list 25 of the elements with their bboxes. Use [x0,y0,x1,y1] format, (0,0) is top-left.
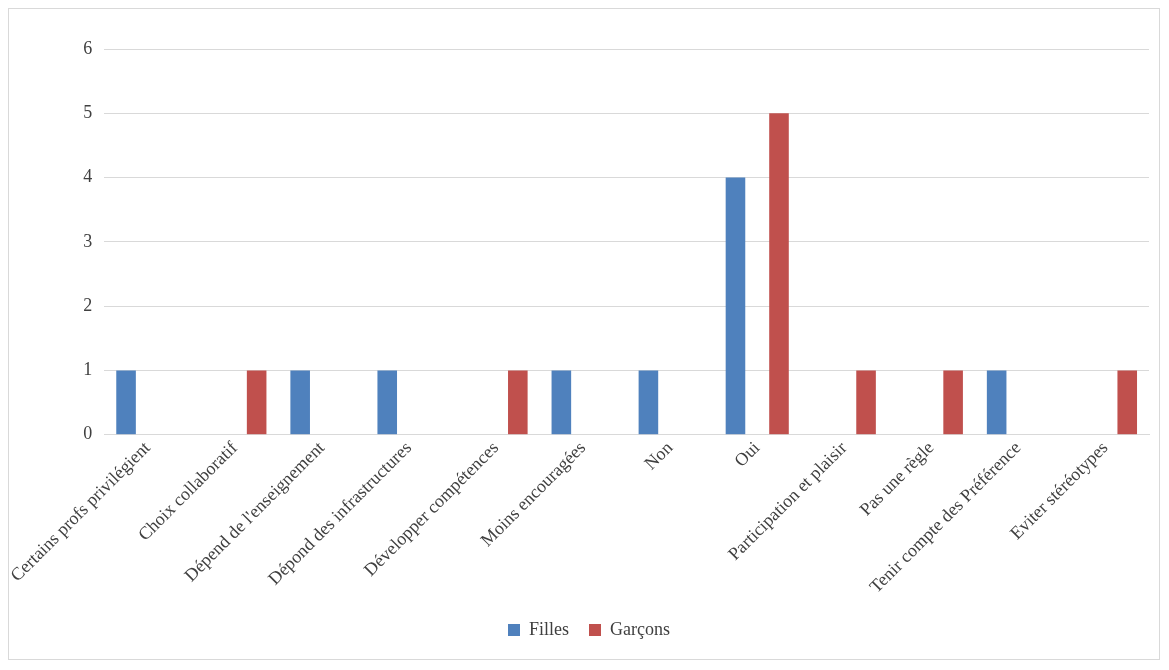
bar [943,370,963,435]
bar [986,370,1007,435]
bar [290,370,310,435]
bar [769,113,789,435]
y-tick-label: 2 [83,294,93,315]
legend-label: Filles [529,618,570,639]
bar [116,370,136,435]
bar [377,370,398,435]
y-tick-label: 0 [83,423,93,444]
bar [725,177,746,435]
x-tick-label: Non [640,437,677,474]
legend-label: Garçons [610,618,670,639]
x-tick-label: Oui [730,437,764,471]
y-tick-label: 5 [83,102,93,123]
bar [856,370,876,435]
x-tick-label: Pas une règle [855,437,938,520]
bar [1117,370,1138,435]
y-tick-label: 1 [83,359,93,380]
bar [551,370,572,435]
bar [246,370,267,435]
y-tick-label: 4 [83,166,93,187]
bar [508,370,528,435]
y-tick-label: 3 [83,230,93,251]
bar [638,370,659,435]
y-tick-label: 6 [83,37,93,58]
